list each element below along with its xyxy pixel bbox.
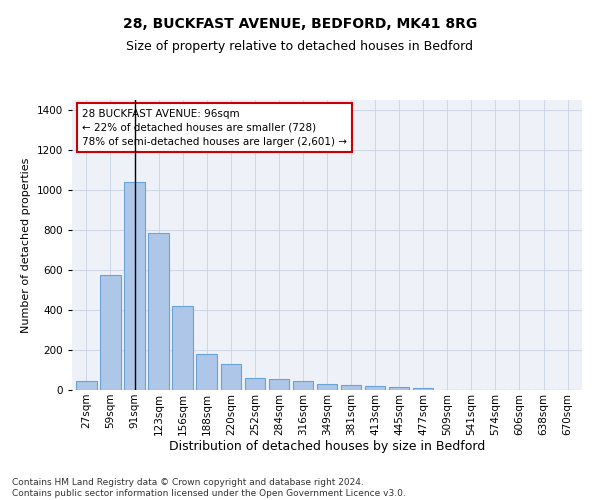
Text: Contains HM Land Registry data © Crown copyright and database right 2024.
Contai: Contains HM Land Registry data © Crown c… xyxy=(12,478,406,498)
Y-axis label: Number of detached properties: Number of detached properties xyxy=(21,158,31,332)
Bar xyxy=(221,364,241,390)
Text: Size of property relative to detached houses in Bedford: Size of property relative to detached ho… xyxy=(127,40,473,53)
Bar xyxy=(413,388,433,390)
Bar xyxy=(124,182,145,390)
Bar xyxy=(389,387,409,390)
Text: 28, BUCKFAST AVENUE, BEDFORD, MK41 8RG: 28, BUCKFAST AVENUE, BEDFORD, MK41 8RG xyxy=(123,18,477,32)
Bar xyxy=(269,379,289,390)
Bar xyxy=(172,306,193,390)
Bar xyxy=(317,384,337,390)
X-axis label: Distribution of detached houses by size in Bedford: Distribution of detached houses by size … xyxy=(169,440,485,454)
Bar xyxy=(100,275,121,390)
Bar xyxy=(293,381,313,390)
Bar xyxy=(245,378,265,390)
Bar xyxy=(196,354,217,390)
Bar xyxy=(148,233,169,390)
Bar xyxy=(341,384,361,390)
Bar xyxy=(76,381,97,390)
Text: 28 BUCKFAST AVENUE: 96sqm
← 22% of detached houses are smaller (728)
78% of semi: 28 BUCKFAST AVENUE: 96sqm ← 22% of detac… xyxy=(82,108,347,146)
Bar xyxy=(365,386,385,390)
